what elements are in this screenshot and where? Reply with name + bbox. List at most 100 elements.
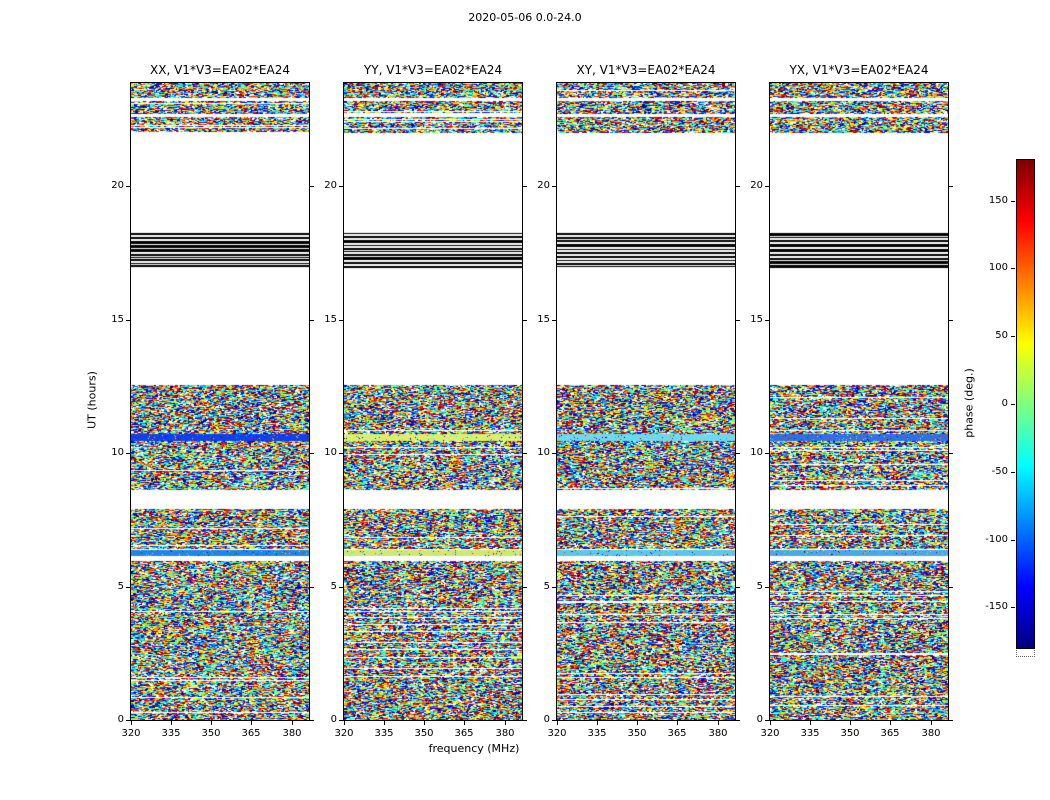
y-tick-label: 10 (750, 447, 763, 458)
colorbar-tick (1011, 201, 1015, 202)
x-tick (770, 721, 771, 725)
panel-title: XY, V1*V3=EA02*EA24 (576, 63, 716, 77)
colorbar-tick-label: 150 (988, 195, 1008, 206)
y-tick (552, 720, 556, 721)
panel-title: YY, V1*V3=EA02*EA24 (363, 63, 503, 77)
x-tick-label: 380 (282, 728, 302, 739)
heatmap-canvas (344, 83, 522, 720)
y-tick (339, 453, 343, 454)
y-tick (736, 453, 740, 454)
x-tick (637, 721, 638, 725)
y-tick (310, 587, 314, 588)
y-tick-label: 20 (537, 180, 550, 191)
x-tick (718, 721, 719, 725)
x-tick-label: 350 (627, 728, 647, 739)
x-tick-label: 320 (121, 728, 141, 739)
y-tick (552, 186, 556, 187)
x-tick (292, 721, 293, 725)
y-tick (765, 320, 769, 321)
y-tick (126, 186, 130, 187)
x-tick (597, 721, 598, 725)
y-tick (736, 320, 740, 321)
y-tick-label: 5 (330, 581, 337, 592)
colorbar-tick (1011, 540, 1015, 541)
y-tick (523, 453, 527, 454)
x-tick-label: 365 (454, 728, 474, 739)
x-tick-label: 350 (414, 728, 434, 739)
y-tick (310, 320, 314, 321)
y-tick (949, 320, 953, 321)
y-tick-label: 15 (537, 314, 550, 325)
colorbar-tick (1011, 268, 1015, 269)
y-tick-label: 20 (750, 180, 763, 191)
colorbar-tick-label: 0 (1001, 398, 1008, 409)
y-tick (765, 186, 769, 187)
x-tick (344, 721, 345, 725)
y-tick (126, 720, 130, 721)
panel-xy: XY, V1*V3=EA02*EA24 0 5 10 15 20 320 335 350 365 3… (537, 63, 740, 739)
y-tick-label: 5 (543, 581, 550, 592)
colorbar-tick-label: 100 (988, 262, 1008, 273)
heatmap-canvas (770, 83, 948, 720)
y-tick-label: 20 (111, 180, 124, 191)
y-tick (310, 720, 314, 721)
x-tick-label: 365 (880, 728, 900, 739)
x-tick (171, 721, 172, 725)
x-tick (931, 721, 932, 725)
colorbar-tick (1011, 472, 1015, 473)
x-tick-label: 320 (760, 728, 780, 739)
y-tick-label: 5 (756, 581, 763, 592)
x-tick-label: 350 (840, 728, 860, 739)
panel-title: XX, V1*V3=EA02*EA24 (150, 63, 290, 77)
x-tick (211, 721, 212, 725)
y-tick-label: 0 (543, 714, 550, 725)
y-tick (552, 587, 556, 588)
y-tick (949, 587, 953, 588)
heatmap-canvas (557, 83, 735, 720)
colorbar-tick (1011, 336, 1015, 337)
y-tick (339, 720, 343, 721)
y-tick (523, 587, 527, 588)
y-tick (949, 453, 953, 454)
x-tick-label: 380 (495, 728, 515, 739)
x-tick-label: 380 (708, 728, 728, 739)
y-tick (310, 186, 314, 187)
x-tick-label: 350 (201, 728, 221, 739)
heatmap-canvas (131, 83, 309, 720)
x-tick (677, 721, 678, 725)
colorbar-tick-label: -50 (991, 466, 1008, 477)
y-tick (339, 186, 343, 187)
x-tick-label: 320 (547, 728, 567, 739)
colorbar-tick-label: -100 (985, 534, 1008, 545)
x-tick-label: 335 (800, 728, 820, 739)
y-tick-label: 15 (324, 314, 337, 325)
y-tick (736, 186, 740, 187)
x-tick (557, 721, 558, 725)
colorbar-gradient (1017, 160, 1034, 648)
figure-title: 2020-05-06 0.0-24.0 (468, 11, 582, 24)
x-tick (850, 721, 851, 725)
y-tick (126, 320, 130, 321)
x-tick (505, 721, 506, 725)
y-tick (552, 320, 556, 321)
x-tick-label: 335 (587, 728, 607, 739)
y-axis-label: UT (hours) (85, 371, 99, 429)
x-tick-label: 335 (161, 728, 181, 739)
x-tick (810, 721, 811, 725)
y-tick (736, 587, 740, 588)
y-tick (523, 320, 527, 321)
y-tick-label: 10 (537, 447, 550, 458)
y-tick-label: 15 (111, 314, 124, 325)
x-axis-label: frequency (MHz) (428, 742, 520, 755)
y-tick-label: 5 (117, 581, 124, 592)
x-tick-label: 365 (667, 728, 687, 739)
colorbar-tick (1011, 404, 1015, 405)
y-tick (523, 720, 527, 721)
x-tick-label: 320 (334, 728, 354, 739)
y-tick (126, 453, 130, 454)
y-tick-label: 10 (324, 447, 337, 458)
x-tick (424, 721, 425, 725)
x-tick (890, 721, 891, 725)
y-tick (765, 453, 769, 454)
colorbar-tick-label: -150 (985, 601, 1008, 612)
